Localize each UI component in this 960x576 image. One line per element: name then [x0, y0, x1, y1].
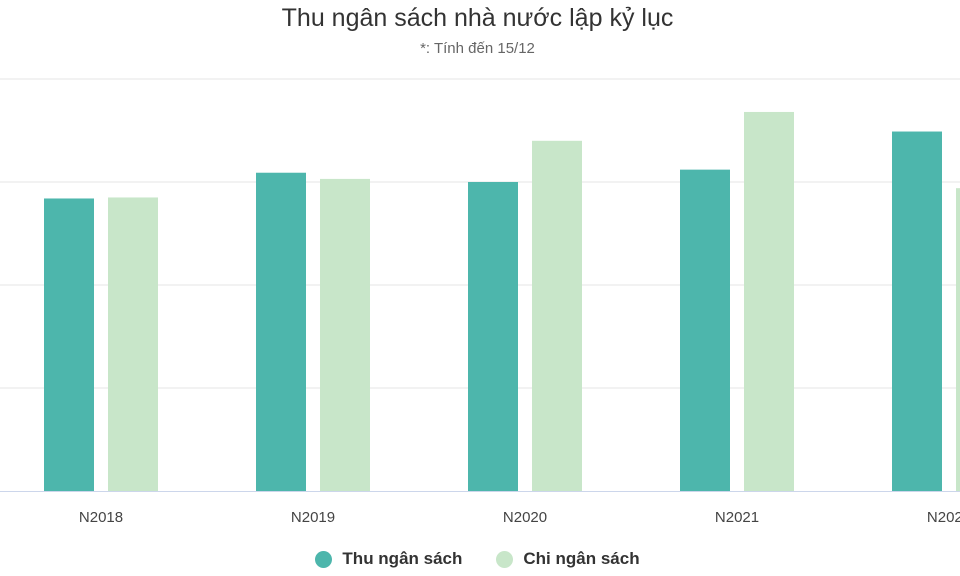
chart-subtitle: *: Tính đến 15/12: [420, 40, 535, 57]
chart-title: Thu ngân sách nhà nước lập kỷ lục: [281, 4, 674, 32]
legend-item-thu[interactable]: Thu ngân sách: [315, 549, 462, 569]
bar-chi-n2022: [956, 188, 960, 491]
bar-chi-n2018: [108, 197, 158, 491]
legend: Thu ngân sách Chi ngân sách: [0, 549, 955, 569]
bar-thu-n2021: [680, 169, 730, 491]
bar-chi-n2021: [744, 111, 794, 492]
bar-thu-n2019: [256, 172, 306, 492]
legend-label-thu: Thu ngân sách: [342, 549, 463, 568]
bar-chi-n2020: [532, 140, 582, 492]
legend-swatch-chi: [496, 550, 514, 568]
bar-chart: N2018 N2019 N2020 N2021 N2022: [0, 78, 960, 526]
legend-item-chi[interactable]: Chi ngân sách: [496, 549, 640, 569]
bar-thu-n2020: [468, 182, 518, 491]
bar-thu-n2018: [44, 198, 94, 492]
bar-chi-n2019: [320, 178, 370, 491]
x-tick-label-n2022: N2022: [927, 509, 960, 526]
bar-thu-n2022: [892, 131, 942, 491]
x-tick-label-n2021: N2021: [715, 509, 759, 526]
x-tick-label-n2020: N2020: [503, 509, 547, 526]
x-tick-label-n2018: N2018: [79, 509, 123, 526]
x-tick-label-n2019: N2019: [291, 509, 335, 526]
legend-swatch-thu: [315, 550, 333, 568]
legend-label-chi: Chi ngân sách: [523, 549, 640, 568]
